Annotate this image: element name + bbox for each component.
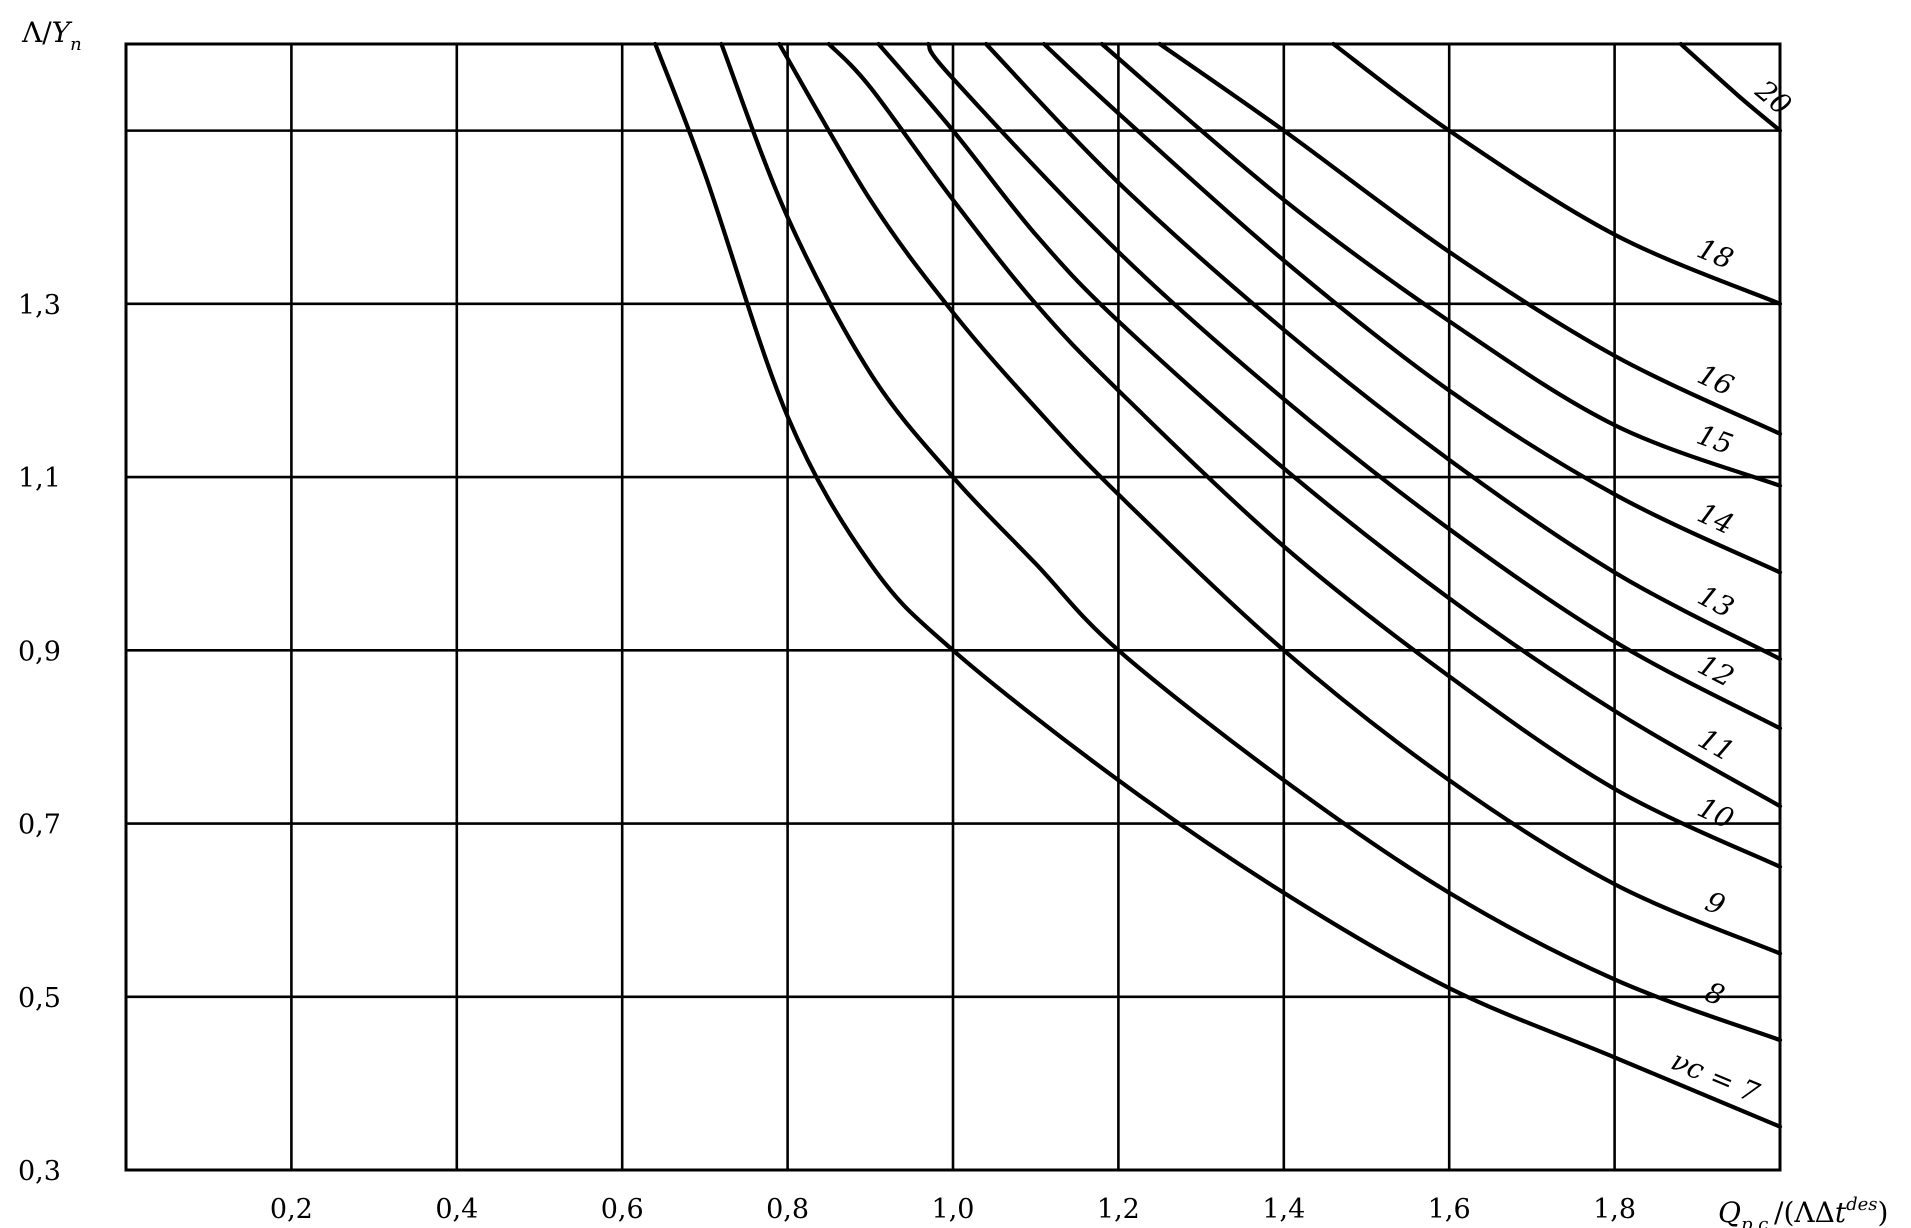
x-tick-label: 0,2 [270, 1194, 313, 1225]
curve-label-8: 8 [1701, 975, 1729, 1012]
curve-nu-13 [984, 41, 1783, 662]
curve-nu-18 [1331, 41, 1783, 306]
series-curves [653, 41, 1783, 1129]
curve-nu-7 [653, 41, 1783, 1129]
x-tick-label: 1,2 [1097, 1194, 1140, 1225]
y-tick-labels: 0,3 0,5 0,7 0,9 1,1 1,3 [18, 290, 61, 1187]
y-axis-title: Λ/Yn [21, 16, 82, 55]
x-tick-labels: 0,2 0,4 0,6 0,8 1,0 1,2 1,4 1,6 1,8 [270, 1194, 1636, 1225]
y-tick-label: 1,3 [18, 290, 61, 321]
x-tick-label: 0,8 [766, 1194, 809, 1225]
plot-frame [124, 42, 1782, 1172]
y-tick-label: 1,1 [18, 463, 61, 494]
y-tick-label: 0,7 [18, 810, 61, 841]
curve-nu-10 [826, 41, 1783, 869]
x-tick-label: 1,6 [1428, 1194, 1471, 1225]
curve-nu-12 [926, 41, 1783, 731]
curve-label-15: 15 [1692, 418, 1737, 461]
curve-nu-11 [876, 41, 1783, 809]
curve-nu-14 [1041, 41, 1783, 575]
vertical-grid-lines [290, 44, 1616, 1170]
curve-nu-16 [1157, 41, 1783, 436]
curve-label-18: 18 [1692, 232, 1738, 276]
curve-nu-20 [1678, 41, 1783, 133]
curve-nu-15 [1099, 41, 1783, 488]
curve-label-20: 20 [1748, 73, 1797, 122]
x-axis-title: Qp.c./(ΛΔtdes) [1718, 1194, 1888, 1228]
y-tick-label: 0,3 [18, 1156, 61, 1187]
y-tick-label: 0,5 [18, 983, 61, 1014]
x-tick-label: 0,6 [601, 1194, 644, 1225]
x-tick-label: 1,8 [1593, 1194, 1636, 1225]
x-tick-label: 1,0 [932, 1194, 975, 1225]
y-tick-label: 0,9 [18, 636, 61, 667]
x-tick-label: 1,4 [1262, 1194, 1305, 1225]
curve-nu-9 [777, 41, 1783, 956]
curve-label-9: 9 [1701, 885, 1730, 922]
x-tick-label: 0,4 [435, 1194, 478, 1225]
curve-nu-8 [719, 41, 1783, 1043]
